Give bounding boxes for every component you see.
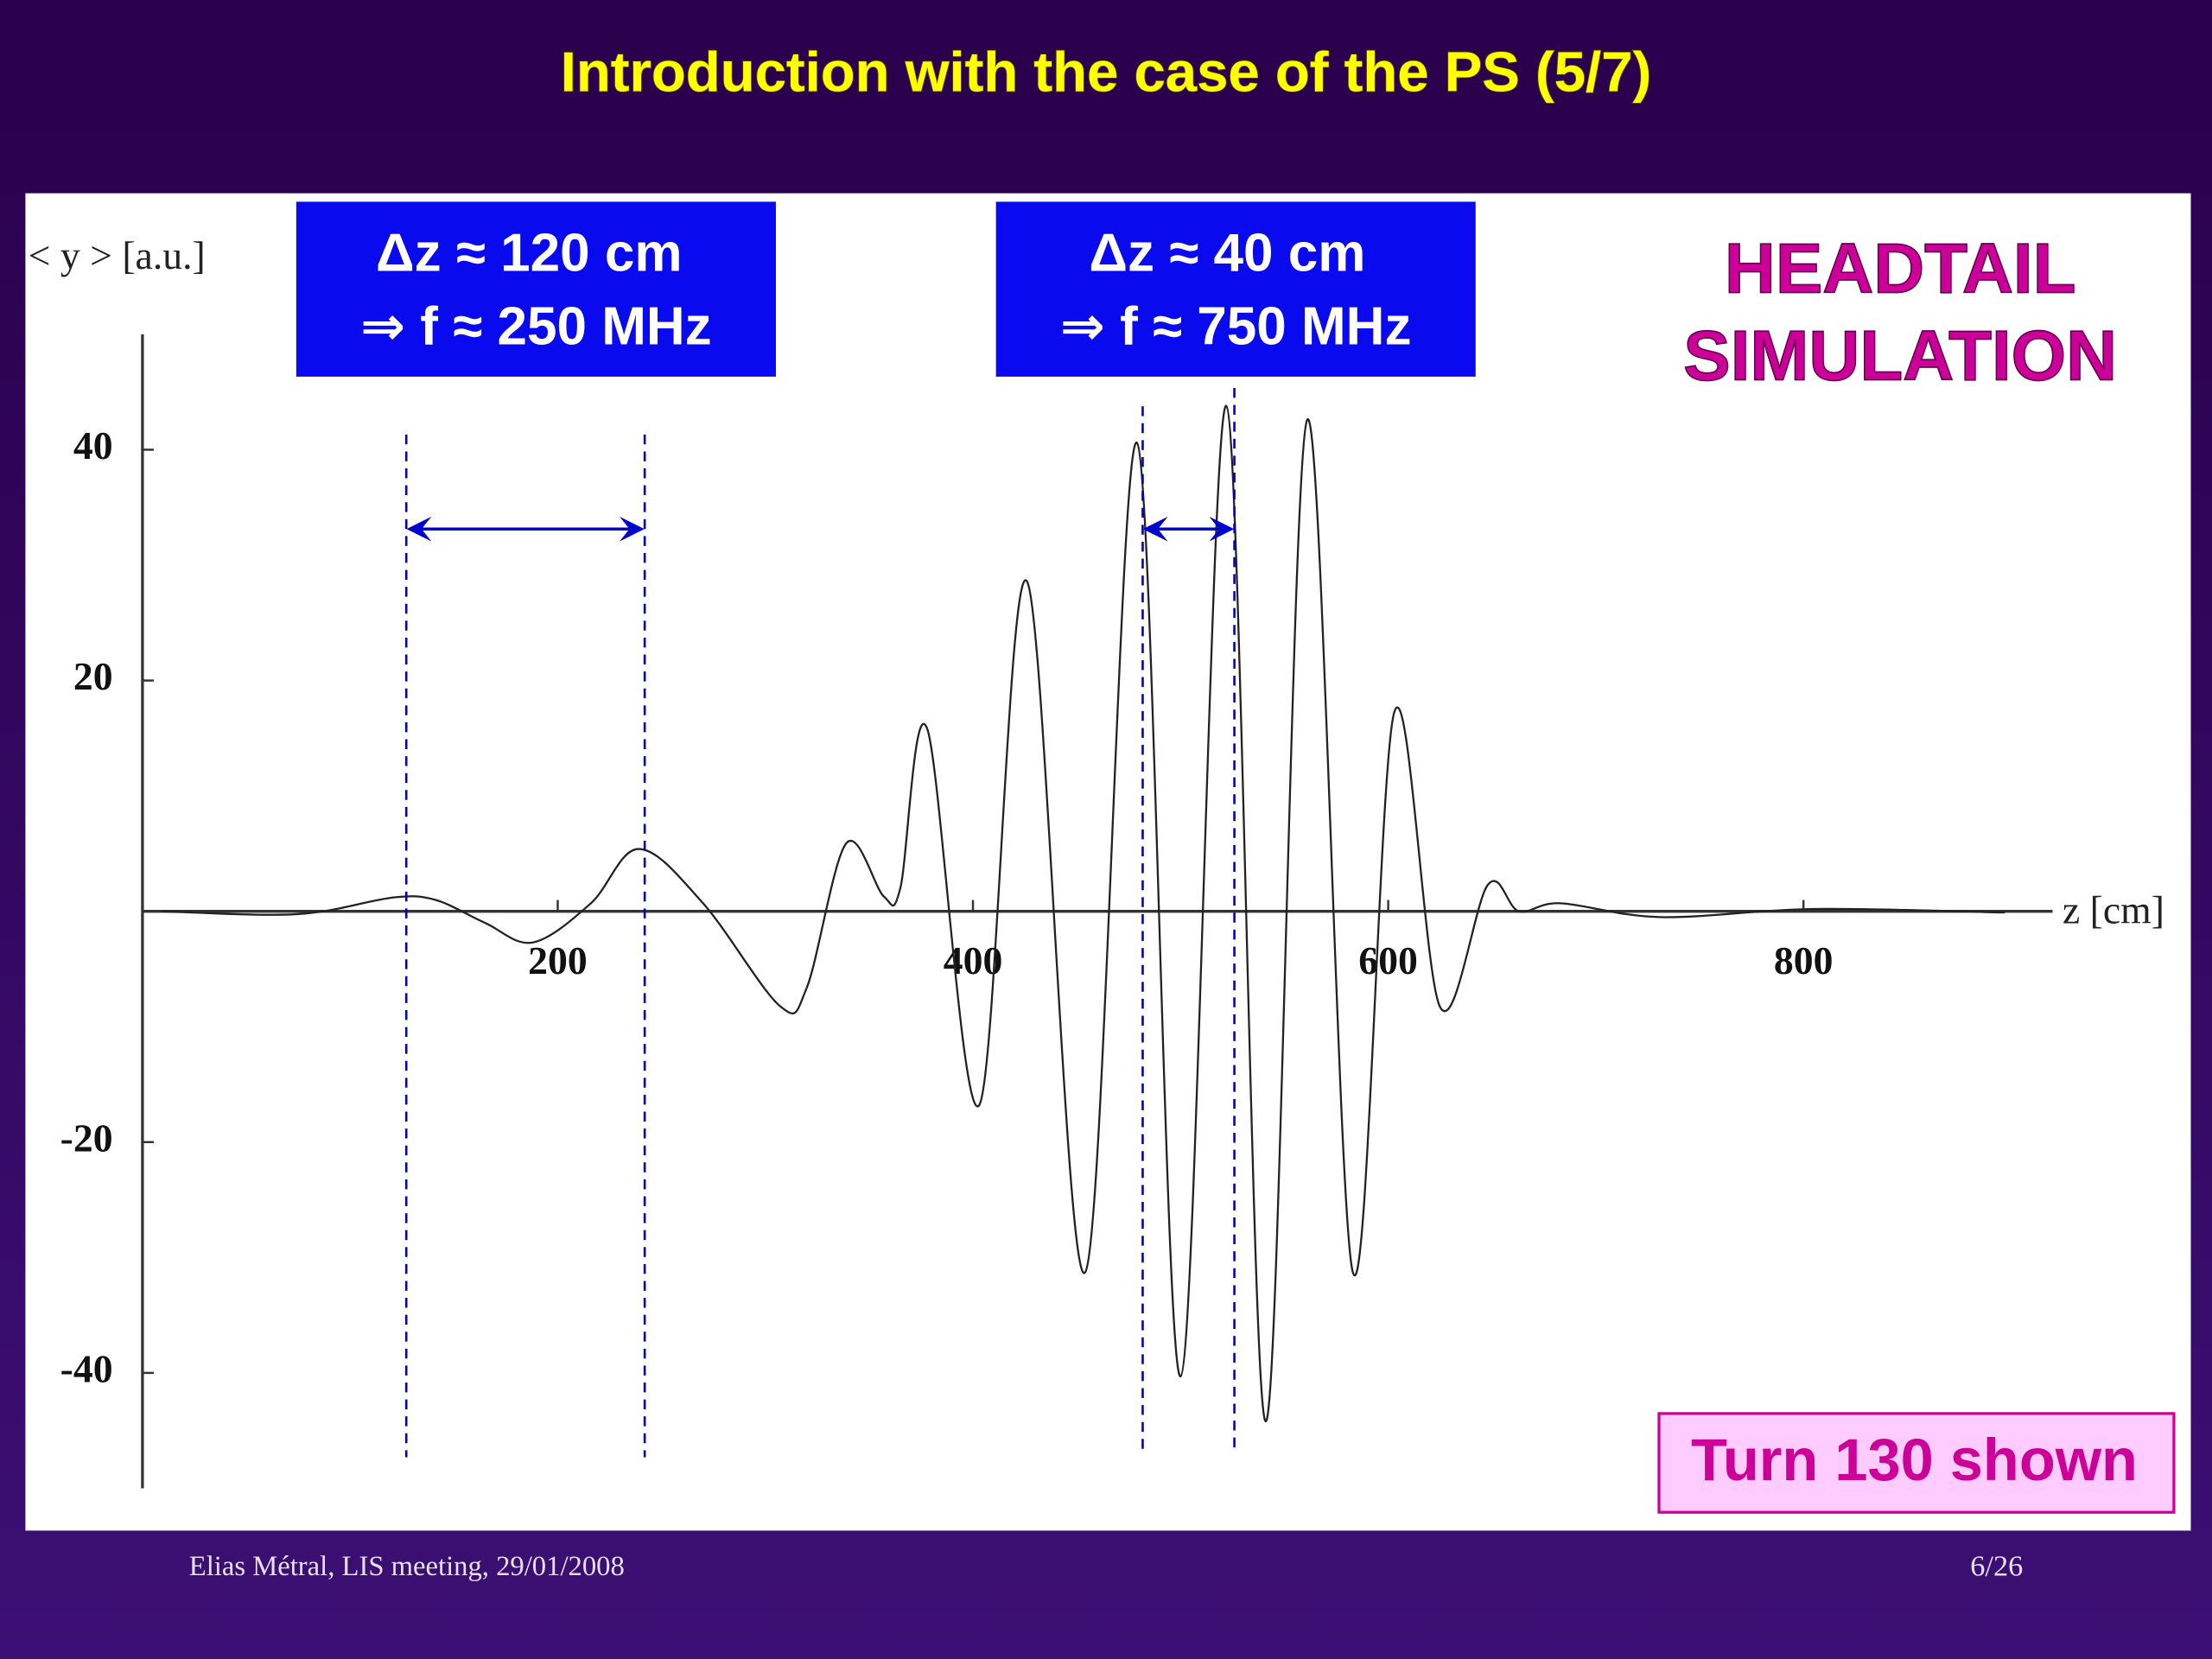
info-box (995, 201, 1476, 377)
y-axis-label: < y > [a.u.] (29, 233, 206, 277)
guides (404, 387, 1236, 1458)
x-axis-label: z [cm] (2063, 887, 2164, 931)
headtail-label: SIMULATION (1683, 317, 2117, 396)
headtail-label: HEADTAIL (1725, 229, 2076, 308)
turn-label: Turn 130 shown (1691, 1427, 2138, 1493)
x-tick-label: 600 (1358, 938, 1418, 982)
x-tick-label: 200 (528, 938, 588, 982)
box-line: ⇒ f ≈ 250 MHz (360, 296, 712, 356)
footer-right: 6/26 (1970, 1549, 2023, 1582)
y-tick-label: -40 (60, 1346, 113, 1390)
y-tick-label: 20 (73, 654, 113, 698)
x-tick-label: 800 (1774, 938, 1834, 982)
slide-title: Introduction with the case of the PS (5/… (561, 40, 1652, 103)
box-line: Δz ≈ 120 cm (376, 224, 682, 283)
box-line: Δz ≈ 40 cm (1089, 224, 1365, 283)
plot-panel (25, 193, 2191, 1531)
info-box (296, 201, 776, 377)
y-tick-label: -20 (60, 1116, 113, 1160)
box-line: ⇒ f ≈ 750 MHz (1060, 296, 1412, 356)
y-tick-label: 40 (73, 423, 113, 467)
footer-left: Elias Métral, LIS meeting, 29/01/2008 (189, 1551, 625, 1582)
turn-box (1657, 1412, 2176, 1514)
